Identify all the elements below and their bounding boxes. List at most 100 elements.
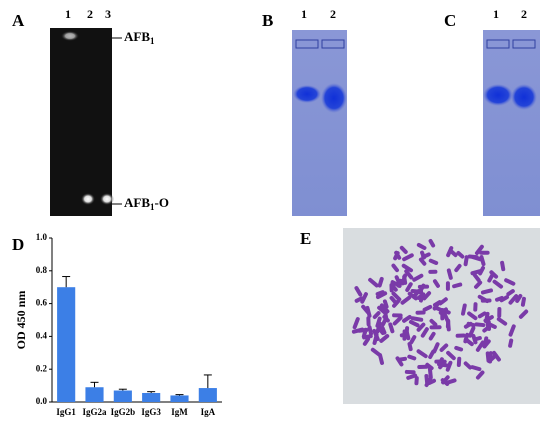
chromosome — [474, 280, 483, 289]
annotation-text: -O — [155, 195, 169, 210]
chromosome — [393, 251, 400, 261]
chromosomes — [351, 239, 529, 388]
chromosome — [452, 282, 463, 289]
chromosome — [474, 322, 486, 328]
chromosome — [497, 307, 502, 318]
lane-label: 2 — [521, 7, 527, 21]
chromosome — [370, 347, 382, 357]
chromosome — [445, 281, 450, 291]
chromosome — [480, 288, 493, 295]
chromosome — [446, 268, 453, 280]
well — [486, 39, 510, 49]
chromosome — [470, 255, 483, 262]
chromosome — [492, 279, 504, 289]
chromosome — [392, 299, 401, 308]
chromosome — [382, 299, 389, 309]
chromosome — [422, 304, 433, 312]
chromosome — [470, 269, 483, 276]
chromosome — [456, 356, 462, 368]
chromosome — [483, 315, 494, 323]
panel-label: B — [262, 11, 273, 30]
panel-label: C — [444, 11, 456, 30]
chromosome — [361, 327, 368, 339]
gel — [483, 30, 540, 216]
x-tick-label: IgG2a — [82, 407, 107, 417]
chromosome — [442, 311, 450, 323]
chromosome — [438, 297, 448, 306]
chromosome — [472, 272, 481, 283]
chromosome — [487, 273, 494, 283]
chromosome — [508, 338, 514, 348]
bar — [113, 390, 132, 402]
y-tick-label: 0.6 — [36, 298, 48, 308]
x-tick-label: IgA — [201, 407, 216, 417]
y-axis-label: OD 450 nm — [14, 291, 28, 350]
y-tick-label: 0.2 — [36, 363, 48, 373]
lane-label: 1 — [301, 7, 307, 21]
chromosome — [394, 275, 402, 286]
chromosome — [400, 273, 408, 286]
chromosome — [416, 242, 427, 250]
y-tick-label: 0.0 — [36, 396, 48, 406]
chromosome — [416, 349, 428, 359]
chromosome — [402, 329, 407, 341]
chromosome — [492, 350, 501, 362]
chromosome — [400, 295, 412, 305]
chromosome — [496, 317, 508, 326]
chromosome — [360, 292, 368, 304]
chromosome — [361, 304, 370, 315]
chromosome — [372, 311, 381, 320]
chromosome — [408, 319, 420, 328]
chromosome — [379, 334, 390, 343]
lane-label: 1 — [493, 7, 499, 21]
chromosome — [401, 263, 414, 273]
chromosome — [352, 317, 360, 330]
bar — [198, 388, 217, 402]
chromosome — [485, 351, 491, 363]
chromosome — [428, 331, 436, 341]
chromosome — [391, 291, 402, 302]
chromosome — [402, 253, 414, 262]
chromosome — [470, 365, 482, 372]
chromosome — [479, 250, 490, 255]
lane-label: 1 — [65, 7, 71, 21]
chromosome — [467, 311, 478, 321]
chromosome — [428, 258, 439, 265]
bar — [57, 287, 76, 402]
chromosome — [429, 318, 438, 327]
chromosome — [410, 316, 424, 322]
chromosome — [439, 343, 449, 352]
chromosome — [456, 250, 465, 259]
chromosome — [433, 305, 443, 312]
band — [511, 84, 537, 110]
spot — [100, 193, 114, 205]
chromosome — [471, 333, 478, 345]
chromosome — [454, 263, 462, 273]
chromosome — [375, 290, 385, 297]
chromosome — [406, 373, 418, 380]
band — [293, 85, 321, 103]
chromosome — [417, 364, 429, 370]
chromosome — [367, 325, 373, 336]
chromosome — [389, 283, 394, 293]
chromosome — [392, 315, 403, 326]
chromosome — [473, 302, 478, 312]
annotation-text: AFB — [124, 195, 150, 210]
chromosome — [375, 316, 382, 328]
y-tick-label: 0.4 — [36, 330, 48, 340]
well — [321, 39, 345, 49]
chromosome — [508, 294, 519, 305]
chromosome — [475, 370, 485, 380]
lane-label: 2 — [87, 7, 93, 21]
chromosome — [418, 257, 427, 266]
chromosome — [428, 269, 438, 274]
chromosome — [377, 327, 385, 336]
chromosome — [399, 245, 408, 254]
spot — [61, 31, 79, 41]
chromosome — [425, 362, 434, 371]
chromosome — [441, 308, 451, 315]
chromosome — [477, 294, 490, 304]
chromosome — [407, 291, 418, 301]
chromosome — [413, 289, 421, 298]
chromosome — [446, 378, 457, 385]
